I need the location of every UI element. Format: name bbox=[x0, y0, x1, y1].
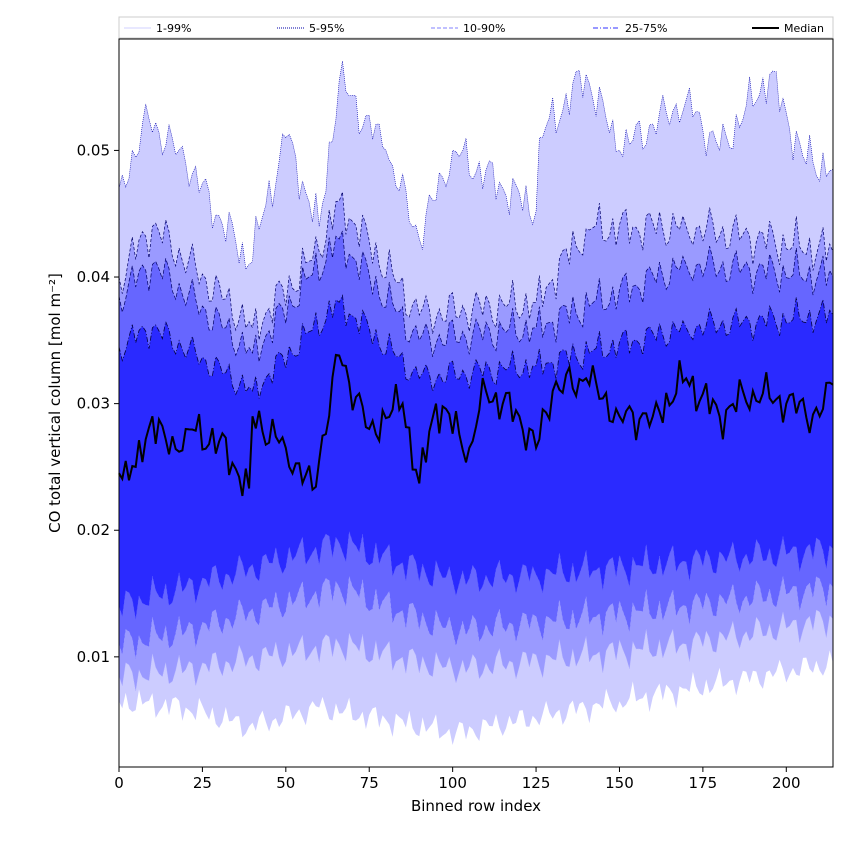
legend-label: Median bbox=[784, 22, 824, 35]
x-tick-label: 125 bbox=[522, 774, 551, 792]
y-tick-label: 0.03 bbox=[77, 395, 110, 413]
x-axis: 0 25 50 75 100 125 150 175 200 bbox=[114, 767, 801, 792]
line-25 bbox=[118, 531, 834, 620]
y-axis-label: CO total vertical column [mol m⁻²] bbox=[46, 273, 64, 533]
x-tick-label: 100 bbox=[438, 774, 467, 792]
x-axis-label: Binned row index bbox=[411, 797, 541, 815]
median-line bbox=[118, 353, 834, 497]
x-tick-label: 25 bbox=[193, 774, 212, 792]
plot-frame bbox=[118, 38, 834, 768]
line-10 bbox=[118, 576, 834, 660]
median-series bbox=[118, 353, 834, 497]
legend-label: 5-95% bbox=[309, 22, 344, 35]
x-tick-label: 175 bbox=[689, 774, 718, 792]
percentile-bands bbox=[118, 61, 834, 746]
legend-label: 1-99% bbox=[156, 22, 191, 35]
y-tick-label: 0.02 bbox=[77, 521, 110, 539]
legend-box bbox=[118, 16, 834, 39]
legend: 1-99% 5-95% 10-90% 25-75% Median bbox=[118, 16, 834, 39]
y-tick-label: 0.04 bbox=[77, 268, 110, 286]
line-90 bbox=[118, 230, 834, 362]
y-tick-label: 0.01 bbox=[77, 648, 110, 666]
band-25-75 bbox=[119, 295, 833, 620]
x-tick-label: 0 bbox=[114, 774, 124, 792]
x-tick-label: 200 bbox=[772, 774, 801, 792]
line-5 bbox=[118, 609, 834, 692]
line-95 bbox=[118, 191, 834, 340]
y-tick-label: 0.05 bbox=[77, 141, 110, 159]
y-axis: 0.01 0.02 0.03 0.04 0.05 bbox=[77, 141, 119, 666]
x-tick-label: 150 bbox=[605, 774, 634, 792]
legend-label: 10-90% bbox=[463, 22, 505, 35]
x-tick-label: 50 bbox=[276, 774, 295, 792]
legend-label: 25-75% bbox=[625, 22, 667, 35]
line-99 bbox=[118, 61, 834, 271]
x-tick-label: 75 bbox=[360, 774, 379, 792]
line-75 bbox=[118, 294, 834, 399]
